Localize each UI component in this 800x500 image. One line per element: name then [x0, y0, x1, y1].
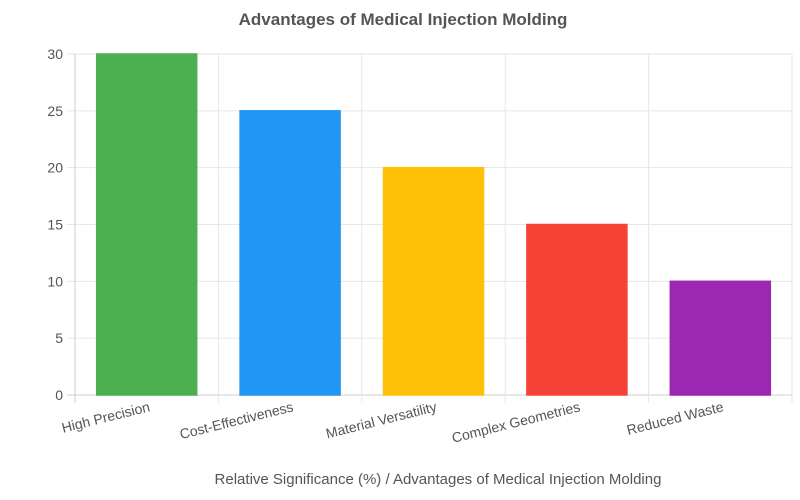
bar-cost-effectiveness	[239, 110, 341, 396]
y-tick-label: 25	[47, 103, 63, 119]
bar-complex-geometries	[526, 223, 628, 396]
x-category-label: Material Versatility	[324, 398, 438, 441]
y-axis-ticks: 0 5 10 15 20 25 30	[47, 46, 63, 403]
chart-title: Advantages of Medical Injection Molding	[239, 10, 568, 29]
y-tick-label: 20	[47, 160, 63, 176]
bar-material-versatility	[382, 166, 485, 396]
bar-high-precision	[95, 53, 198, 396]
y-tick-label: 30	[47, 46, 63, 62]
bar-reduced-waste	[669, 280, 772, 396]
x-category-label: Complex Geometries	[450, 398, 581, 445]
x-category-label: Cost-Effectiveness	[178, 398, 295, 442]
y-tick-label: 0	[55, 387, 63, 403]
x-axis-category-labels: High Precision Cost-Effectiveness Material…	[60, 398, 725, 445]
x-category-label: Reduced Waste	[625, 398, 725, 438]
x-category-label: High Precision	[60, 398, 151, 435]
y-tick-label: 5	[55, 330, 63, 346]
bars	[95, 53, 772, 396]
y-tick-label: 15	[47, 217, 63, 233]
y-tick-label: 10	[47, 273, 63, 289]
x-axis-label: Relative Significance (%) / Advantages o…	[215, 471, 662, 488]
